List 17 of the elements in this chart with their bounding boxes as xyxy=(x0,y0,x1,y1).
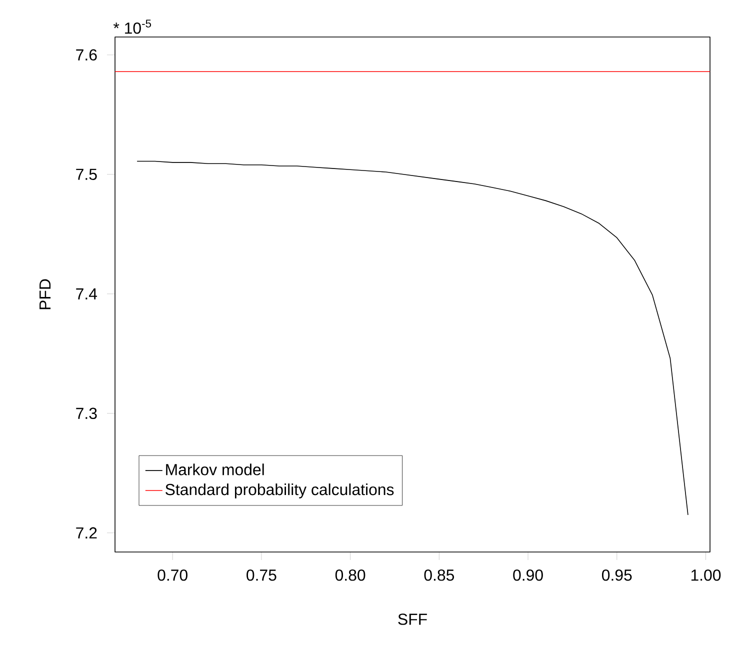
y-tick-label: 7.4 xyxy=(76,288,98,300)
y-tick-label: 7.2 xyxy=(76,527,97,538)
legend-label: Markov model xyxy=(166,464,264,476)
y-tick-label: 7.3 xyxy=(76,408,97,420)
text: * 10$^{-5}$ xyxy=(113,20,152,34)
x-tick-label: 0.95 xyxy=(602,570,632,581)
y-tick-label: 7.5 xyxy=(76,168,97,180)
y-axis-title: PFD xyxy=(40,279,51,310)
x-tick-label: 0.85 xyxy=(424,570,454,581)
y-tick-label: 7.6 xyxy=(76,49,97,61)
legend-label: Standard probability calculations xyxy=(166,484,394,498)
x-tick-label: 0.90 xyxy=(513,570,543,581)
x-tick-label: 0.70 xyxy=(158,570,188,581)
x-tick-label: 1.00 xyxy=(691,570,721,581)
x-tick-label: 0.75 xyxy=(246,570,276,581)
x-tick-label: 0.80 xyxy=(335,570,366,581)
x-axis-title: SFF xyxy=(398,614,427,625)
